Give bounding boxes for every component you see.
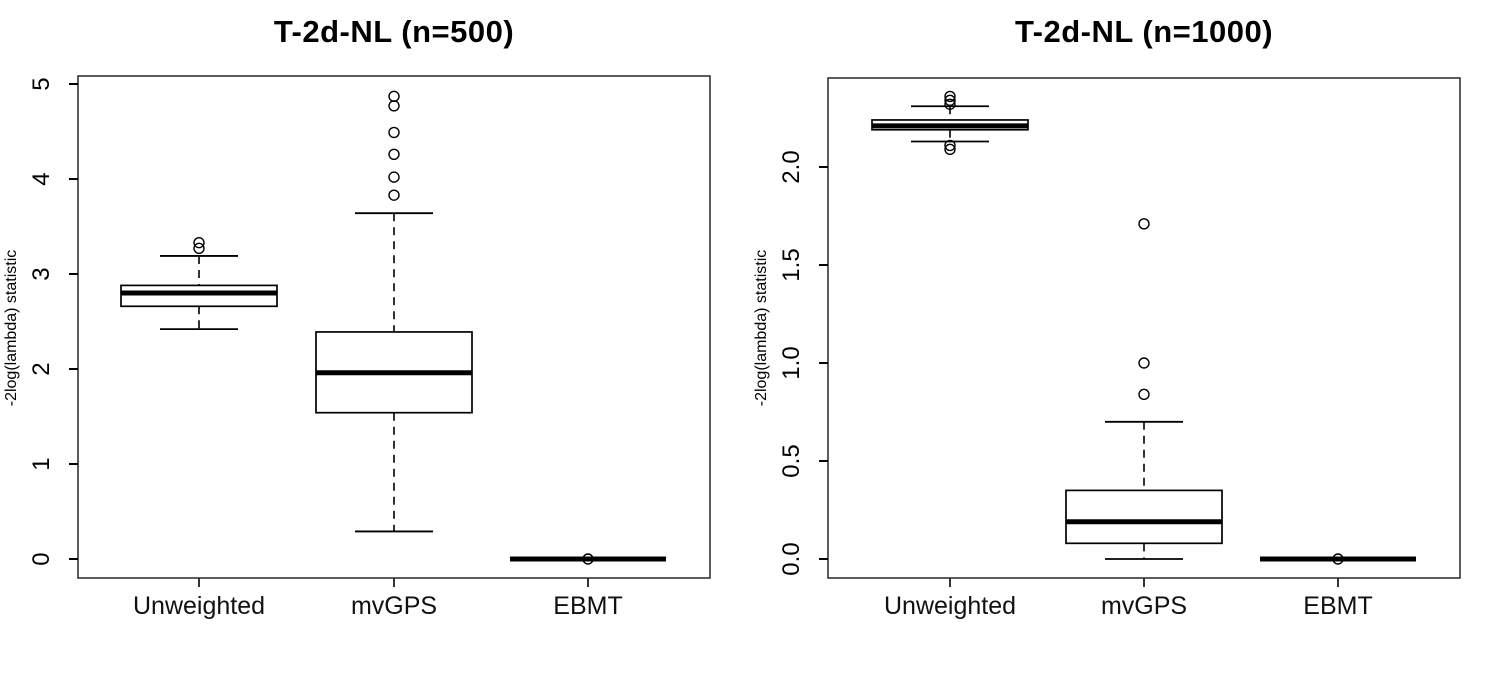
outlier-point [944,98,956,110]
outlier-point [1138,388,1150,401]
outlier-point [944,143,956,156]
outlier-point [944,139,956,152]
plot-title: T-2d-NL (n=1000) [1014,14,1274,49]
outlier-point [1138,218,1150,230]
outlier-point [388,90,400,103]
outlier-point [388,189,400,201]
y-tick-label: 1.0 [778,346,805,380]
y-tick-label: 2 [28,362,55,376]
outlier-point [388,100,400,112]
outlier-point [388,126,400,139]
panel-n500: T-2d-NL (n=500) -2log(lambda) statistic … [3,14,711,620]
outlier-point [388,171,400,183]
y-tick-label: 4 [28,172,55,186]
x-category-label: EBMT [553,592,623,620]
x-category-label: Unweighted [132,592,266,620]
outlier-point [944,94,956,107]
x-category-label: mvGPS [1100,592,1188,620]
outlier-point [1332,553,1344,565]
plot-canvas [69,75,711,587]
x-category-label: mvGPS [350,592,438,620]
outlier-point [193,236,205,249]
plot-title: T-2d-NL (n=500) [273,14,515,49]
boxplot-box [1065,489,1223,545]
y-tick-label: 0 [28,552,55,566]
x-category-label: EBMT [1303,592,1373,620]
y-tick-label: 1 [28,457,55,471]
outlier-point [582,553,594,565]
y-tick-label: 1.5 [778,248,805,282]
panel-n1000: T-2d-NL (n=1000) -2log(lambda) statistic… [750,0,1500,677]
y-tick-label: 2.0 [778,150,805,184]
y-tick-label: 0.0 [778,542,805,576]
y-tick-label: 5 [28,77,55,91]
y-tick-label: 3 [28,267,55,281]
y-tick-label: 0.5 [778,444,805,478]
outlier-point [193,242,205,255]
outlier-point [388,148,400,161]
outlier-point [944,90,956,103]
boxplot-box [120,284,278,308]
x-category-label: Unweighted [883,592,1017,620]
outlier-point [1138,357,1150,369]
plot-canvas [819,77,1461,587]
